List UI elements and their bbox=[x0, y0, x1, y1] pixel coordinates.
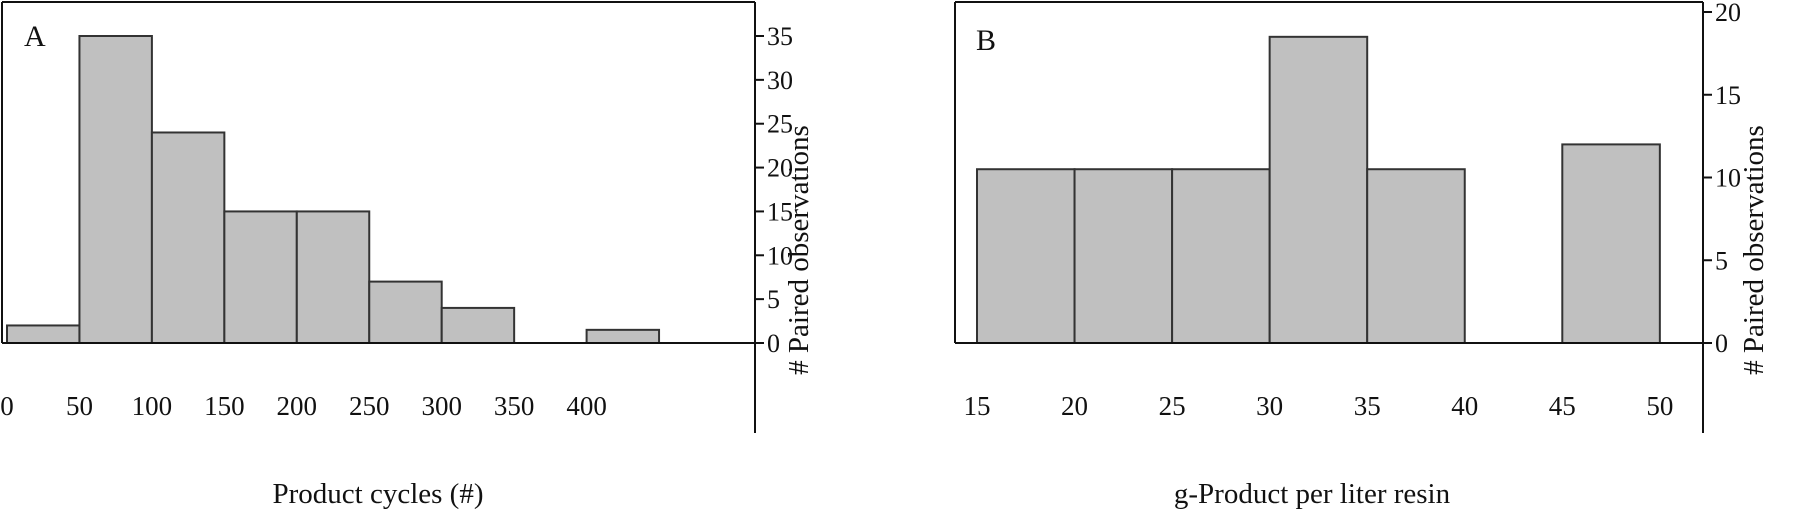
panel-a-x-tick-label: 350 bbox=[494, 391, 535, 421]
panel-a-bar bbox=[585, 328, 661, 345]
panel-a-panel-label: A bbox=[24, 20, 46, 53]
panel-a-x-tick-label: 400 bbox=[566, 391, 607, 421]
panel-a-bar bbox=[6, 324, 81, 345]
panel-b-x-tick-label: 15 bbox=[964, 391, 991, 421]
panel-a-y-tick-label: 30 bbox=[767, 66, 793, 95]
panel-a-x-tick-label: 0 bbox=[0, 391, 14, 421]
panel-b-histogram: 0 5 10 15 20 15 20 25 30 35 40 45 50 g-Product per li… bbox=[954, 0, 1770, 510]
panel-a-y-tick-label: 25 bbox=[767, 110, 793, 139]
panel-a-x-tick-label: 150 bbox=[204, 391, 245, 421]
panel-b-x-tick-label: 25 bbox=[1159, 391, 1186, 421]
panel-b-bar bbox=[1171, 168, 1271, 344]
panel-b-x-tick-label: 30 bbox=[1256, 391, 1283, 421]
panel-b-bar bbox=[1366, 168, 1466, 344]
panel-a-y-tick-label: 10 bbox=[767, 241, 793, 270]
panel-a-y-tick-label: 0 bbox=[767, 329, 780, 358]
panel-b-x-tick-label: 40 bbox=[1451, 391, 1478, 421]
panel-a-bar bbox=[440, 306, 516, 344]
panel-a-y-tick-label: 20 bbox=[767, 154, 793, 183]
panel-b-panel-label: B bbox=[976, 24, 996, 57]
panel-a-y-axis-title: # Paired observations bbox=[783, 125, 815, 375]
panel-b-bar bbox=[976, 168, 1076, 344]
panel-a-x-tick-label: 250 bbox=[349, 391, 390, 421]
panel-b-bar bbox=[1073, 168, 1174, 344]
panel-b-bar bbox=[1268, 35, 1369, 344]
panel-b-x-tick-label: 50 bbox=[1646, 391, 1673, 421]
panel-a-y-tick-label: 35 bbox=[767, 22, 793, 51]
panel-a-bar bbox=[223, 210, 298, 344]
panel-a-bar bbox=[150, 131, 226, 344]
panel-b-x-axis-title: g-Product per liter resin bbox=[1174, 478, 1451, 510]
panel-a-x-tick-label: 200 bbox=[277, 391, 318, 421]
panel-b-bar bbox=[1561, 143, 1661, 344]
panel-a-y-tick-label: 5 bbox=[767, 285, 780, 314]
panel-b-y-tick-label: 5 bbox=[1715, 246, 1728, 275]
panel-a-x-tick-label: 50 bbox=[66, 391, 93, 421]
panel-a-x-tick-label: 100 bbox=[132, 391, 173, 421]
panel-a-bar bbox=[295, 210, 371, 344]
panel-a-bar bbox=[368, 280, 443, 345]
panel-b-x-tick-label: 45 bbox=[1549, 391, 1576, 421]
panel-b-y-tick-label: 15 bbox=[1715, 81, 1741, 110]
panel-b-x-tick-label: 20 bbox=[1061, 391, 1088, 421]
panel-b-y-axis-title: # Paired observations bbox=[1738, 125, 1770, 375]
panel-a-x-axis-title: Product cycles (#) bbox=[273, 478, 484, 510]
panel-b-y-tick-label: 0 bbox=[1715, 329, 1728, 358]
panel-a-x-tick-label: 300 bbox=[421, 391, 462, 421]
panel-b-y-tick-label: 10 bbox=[1715, 164, 1741, 193]
panel-b-y-tick-label: 20 bbox=[1715, 0, 1741, 27]
panel-a-y-tick-label: 15 bbox=[767, 197, 793, 226]
panel-a-bar bbox=[78, 35, 153, 344]
panel-b-x-tick-label: 35 bbox=[1354, 391, 1381, 421]
